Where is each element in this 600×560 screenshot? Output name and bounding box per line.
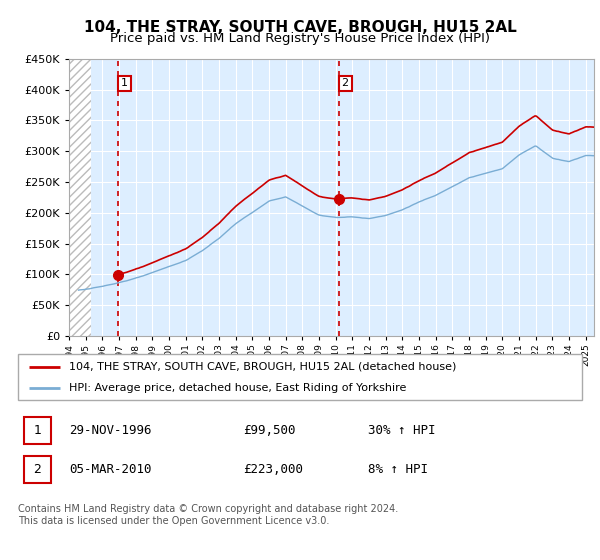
- Bar: [69, 59, 91, 336]
- Text: 1: 1: [121, 78, 128, 88]
- Text: 05-MAR-2010: 05-MAR-2010: [69, 463, 151, 476]
- Text: 8% ↑ HPI: 8% ↑ HPI: [368, 463, 428, 476]
- Text: £99,500: £99,500: [244, 424, 296, 437]
- Text: 2: 2: [341, 78, 349, 88]
- FancyBboxPatch shape: [18, 354, 582, 400]
- Text: HPI: Average price, detached house, East Riding of Yorkshire: HPI: Average price, detached house, East…: [69, 383, 406, 393]
- Text: 1: 1: [33, 424, 41, 437]
- Text: 104, THE STRAY, SOUTH CAVE, BROUGH, HU15 2AL: 104, THE STRAY, SOUTH CAVE, BROUGH, HU15…: [83, 20, 517, 35]
- Text: Price paid vs. HM Land Registry's House Price Index (HPI): Price paid vs. HM Land Registry's House …: [110, 32, 490, 45]
- Text: 2: 2: [33, 463, 41, 476]
- Text: 104, THE STRAY, SOUTH CAVE, BROUGH, HU15 2AL (detached house): 104, THE STRAY, SOUTH CAVE, BROUGH, HU15…: [69, 362, 456, 372]
- Text: 30% ↑ HPI: 30% ↑ HPI: [368, 424, 435, 437]
- Text: Contains HM Land Registry data © Crown copyright and database right 2024.
This d: Contains HM Land Registry data © Crown c…: [18, 504, 398, 526]
- Text: £223,000: £223,000: [244, 463, 304, 476]
- FancyBboxPatch shape: [23, 456, 51, 483]
- FancyBboxPatch shape: [23, 417, 51, 445]
- Text: 29-NOV-1996: 29-NOV-1996: [69, 424, 151, 437]
